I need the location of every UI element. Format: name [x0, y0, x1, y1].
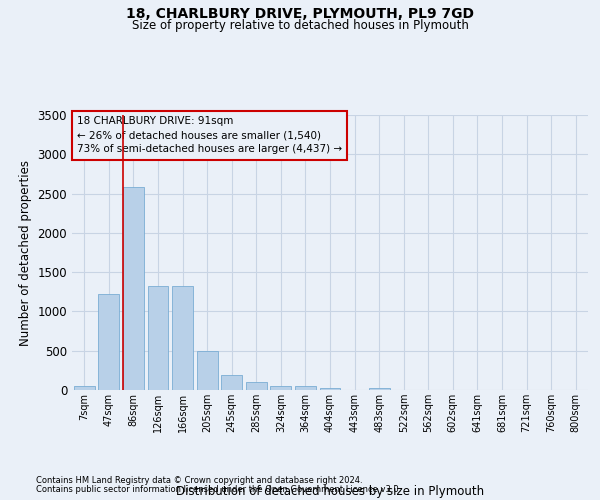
Bar [271, 386, 292, 390]
Text: Contains public sector information licensed under the Open Government Licence v3: Contains public sector information licen… [36, 485, 401, 494]
Bar [98, 294, 119, 390]
Bar [148, 286, 169, 390]
Text: Contains HM Land Registry data © Crown copyright and database right 2024.: Contains HM Land Registry data © Crown c… [36, 476, 362, 485]
Bar [320, 388, 340, 390]
Text: 18 CHARLBURY DRIVE: 91sqm
← 26% of detached houses are smaller (1,540)
73% of se: 18 CHARLBURY DRIVE: 91sqm ← 26% of detac… [77, 116, 342, 154]
Bar [123, 188, 144, 390]
Text: Size of property relative to detached houses in Plymouth: Size of property relative to detached ho… [131, 19, 469, 32]
Bar [172, 286, 193, 390]
Bar [74, 386, 95, 390]
Y-axis label: Number of detached properties: Number of detached properties [19, 160, 32, 346]
Bar [295, 386, 316, 390]
Text: 18, CHARLBURY DRIVE, PLYMOUTH, PL9 7GD: 18, CHARLBURY DRIVE, PLYMOUTH, PL9 7GD [126, 8, 474, 22]
Text: Distribution of detached houses by size in Plymouth: Distribution of detached houses by size … [176, 484, 484, 498]
Bar [221, 374, 242, 390]
Bar [368, 388, 389, 390]
Bar [246, 382, 267, 390]
Bar [197, 350, 218, 390]
